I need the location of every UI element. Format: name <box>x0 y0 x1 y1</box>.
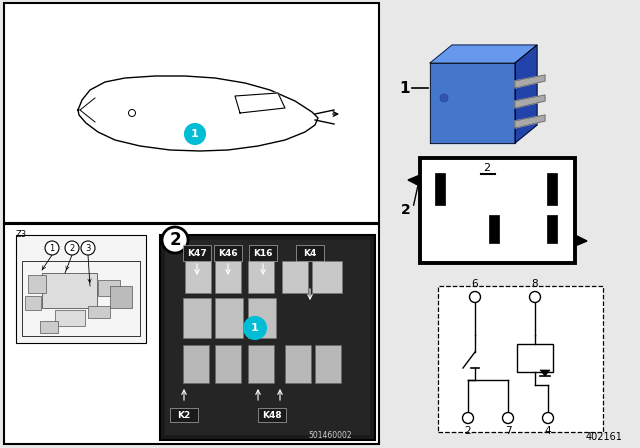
Bar <box>248 345 274 383</box>
Text: 2: 2 <box>465 426 471 436</box>
Bar <box>183 298 211 338</box>
Text: 501460002: 501460002 <box>308 431 352 439</box>
Polygon shape <box>408 175 420 186</box>
Bar <box>40 321 58 333</box>
Bar <box>98 280 120 296</box>
Text: 8: 8 <box>532 279 538 289</box>
Polygon shape <box>575 235 587 246</box>
Circle shape <box>162 227 188 253</box>
Circle shape <box>81 241 95 255</box>
Text: 1: 1 <box>49 244 54 253</box>
Bar <box>282 261 308 293</box>
Text: 7: 7 <box>505 426 511 436</box>
Text: 2: 2 <box>401 203 411 217</box>
Bar <box>438 286 603 432</box>
Circle shape <box>502 413 513 423</box>
Polygon shape <box>235 93 285 113</box>
Bar <box>315 345 341 383</box>
Text: 2: 2 <box>483 163 491 173</box>
Text: K2: K2 <box>177 410 191 419</box>
Bar <box>170 408 198 422</box>
Bar <box>258 408 286 422</box>
Circle shape <box>185 124 205 144</box>
Text: 6: 6 <box>436 176 444 186</box>
Bar <box>214 245 242 261</box>
Text: 402161: 402161 <box>585 432 622 442</box>
Polygon shape <box>515 115 545 128</box>
Text: Z3: Z3 <box>16 230 27 239</box>
Bar <box>249 245 277 261</box>
Bar <box>55 310 85 326</box>
Bar <box>296 245 324 261</box>
Bar <box>312 261 342 293</box>
Polygon shape <box>515 45 537 143</box>
Bar <box>16 235 146 343</box>
Bar <box>547 215 557 243</box>
Text: 1: 1 <box>191 129 199 139</box>
Polygon shape <box>515 75 545 88</box>
Text: 4: 4 <box>545 426 551 436</box>
Text: 2: 2 <box>169 231 181 249</box>
Polygon shape <box>540 370 550 376</box>
Text: K4: K4 <box>303 249 317 258</box>
Bar <box>185 261 211 293</box>
Circle shape <box>543 413 554 423</box>
Circle shape <box>529 292 541 302</box>
Polygon shape <box>430 63 515 143</box>
Bar <box>248 298 276 338</box>
Text: K46: K46 <box>218 249 238 258</box>
Text: K16: K16 <box>253 249 273 258</box>
Bar <box>110 286 132 308</box>
Circle shape <box>440 94 448 102</box>
Circle shape <box>244 317 266 339</box>
Bar <box>248 261 274 293</box>
Bar <box>28 275 46 293</box>
Polygon shape <box>515 95 545 108</box>
Bar <box>22 261 140 336</box>
Polygon shape <box>78 76 318 151</box>
Bar <box>183 245 211 261</box>
Circle shape <box>65 241 79 255</box>
Circle shape <box>129 109 136 116</box>
Bar <box>489 215 499 243</box>
Text: K48: K48 <box>262 410 282 419</box>
Bar <box>25 296 41 310</box>
Text: 3: 3 <box>85 244 91 253</box>
Bar <box>4 224 379 444</box>
Bar <box>435 173 445 205</box>
Bar <box>420 158 575 263</box>
Text: K47: K47 <box>187 249 207 258</box>
Circle shape <box>463 413 474 423</box>
Bar <box>183 345 209 383</box>
Bar <box>215 298 243 338</box>
Bar <box>547 173 557 205</box>
Text: 2: 2 <box>69 244 75 253</box>
Text: 8: 8 <box>490 216 497 226</box>
Bar <box>42 273 97 308</box>
Polygon shape <box>430 45 537 63</box>
Text: 6: 6 <box>472 279 478 289</box>
Bar <box>517 344 553 372</box>
Bar <box>4 3 379 223</box>
Bar <box>160 235 375 440</box>
Text: 4: 4 <box>548 176 556 186</box>
Bar <box>285 345 311 383</box>
Bar <box>215 345 241 383</box>
Text: 1: 1 <box>400 81 410 95</box>
Text: 1: 1 <box>251 323 259 333</box>
Bar <box>215 261 241 293</box>
Circle shape <box>470 292 481 302</box>
Bar <box>88 306 110 318</box>
Circle shape <box>45 241 59 255</box>
Text: 7: 7 <box>548 216 556 226</box>
Bar <box>165 240 370 435</box>
